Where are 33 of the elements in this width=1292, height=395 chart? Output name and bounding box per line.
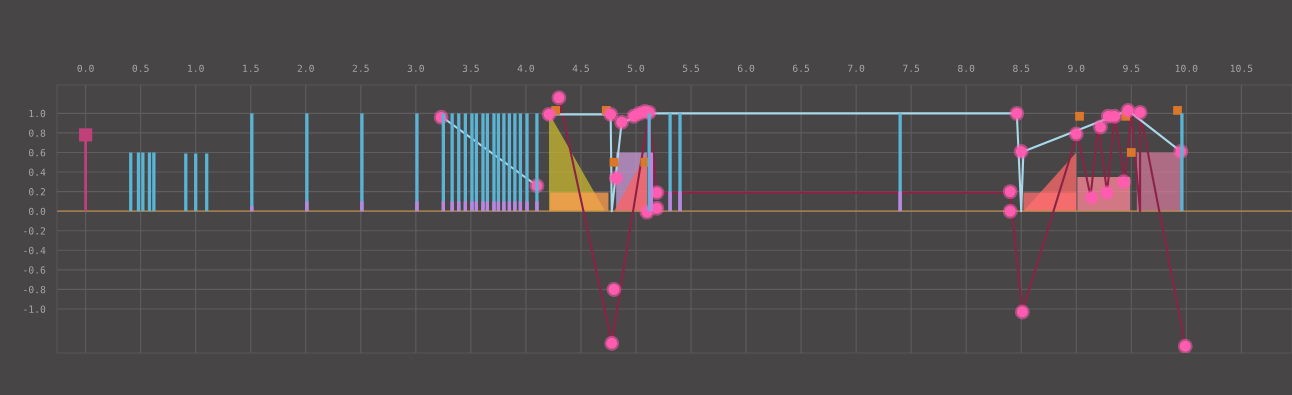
y-tick-label: 0.4 bbox=[28, 168, 46, 176]
y-tick-label: 0.8 bbox=[28, 129, 46, 137]
x-tick-label: 5.5 bbox=[682, 64, 700, 73]
x-tick-label: 3.0 bbox=[407, 64, 424, 73]
y-tick-label: -1.0 bbox=[24, 305, 46, 313]
y-tick-label: 0.2 bbox=[28, 188, 46, 196]
x-tick-label: 7.0 bbox=[848, 64, 865, 73]
x-tick-label: 4.5 bbox=[572, 64, 589, 73]
y-tick-label: -0.2 bbox=[24, 227, 46, 235]
x-tick-label: 2.0 bbox=[297, 64, 314, 73]
x-tick-label: 10.0 bbox=[1175, 64, 1198, 73]
x-tick-label: 2.5 bbox=[352, 64, 369, 73]
x-tick-label: 7.5 bbox=[903, 64, 920, 73]
x-tick-label: 10.5 bbox=[1230, 64, 1253, 73]
x-tick-label: 8.5 bbox=[1013, 64, 1030, 73]
x-tick-label: 9.5 bbox=[1123, 64, 1140, 73]
x-tick-label: 0.0 bbox=[77, 64, 94, 73]
x-tick-label: 8.0 bbox=[958, 64, 975, 73]
x-tick-label: 6.5 bbox=[792, 64, 810, 73]
x-tick-label: 5.0 bbox=[627, 64, 645, 73]
y-tick-label: 0.6 bbox=[28, 148, 46, 157]
x-tick-label: 9.0 bbox=[1068, 64, 1085, 73]
y-tick-label: -0.4 bbox=[24, 246, 46, 255]
x-tick-label: 6.0 bbox=[737, 64, 755, 73]
x-tick-label: 1.5 bbox=[243, 64, 259, 73]
x-tick-label: 4.0 bbox=[517, 64, 535, 73]
y-tick-label: -0.6 bbox=[24, 266, 46, 274]
y-tick-label: 1.0 bbox=[29, 109, 46, 118]
x-tick-label: 3.5 bbox=[462, 64, 479, 73]
x-tick-label: 0.5 bbox=[132, 64, 149, 73]
y-tick-label: 0.0 bbox=[28, 207, 46, 216]
y-tick-label: -0.8 bbox=[24, 285, 46, 294]
x-tick-label: 1.0 bbox=[188, 64, 204, 73]
